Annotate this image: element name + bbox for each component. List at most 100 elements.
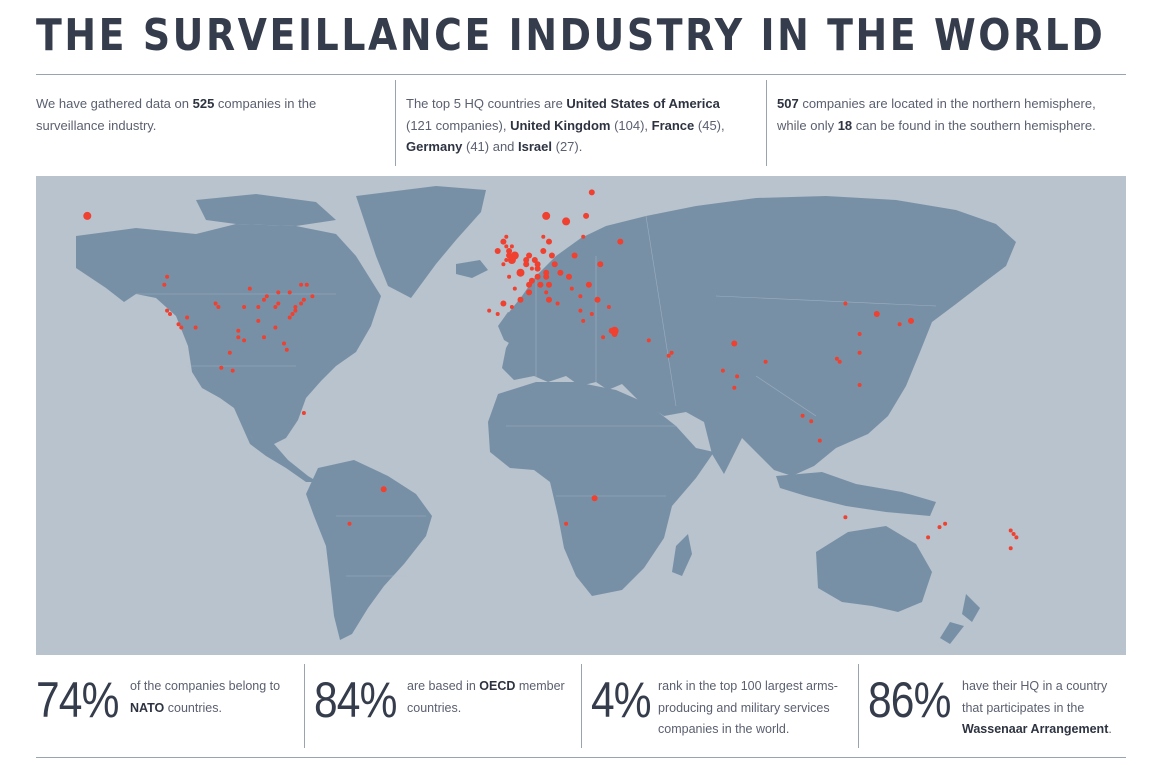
stat-oecd-pre: are based in — [407, 679, 480, 693]
company-marker — [564, 521, 569, 526]
company-marker — [504, 258, 509, 262]
stat-arms-percent: 4% — [591, 672, 652, 728]
company-marker — [168, 312, 172, 316]
company-marker — [583, 212, 590, 219]
company-markers — [83, 189, 1019, 551]
country-uk-count: (104), — [610, 117, 652, 133]
stat-wassenaar: 86% have their HQ in a country that part… — [868, 666, 1126, 748]
country-borders — [136, 215, 937, 577]
company-marker — [526, 281, 533, 288]
country-usa-count: (121 companies), — [406, 117, 511, 133]
company-marker — [262, 297, 266, 302]
company-marker — [517, 296, 524, 303]
title-divider — [36, 74, 1126, 75]
company-marker — [301, 297, 306, 302]
company-marker — [601, 335, 606, 340]
intro-3-post: can be found in the southern hemisphere. — [852, 117, 1096, 133]
country-usa: United States of America — [566, 96, 720, 111]
page-title: THE SURVEILLANCE INDUSTRY IN THE WORLD — [36, 10, 1106, 61]
company-marker — [669, 350, 674, 355]
landmass-greenland — [356, 186, 486, 298]
company-marker — [731, 340, 738, 347]
company-marker — [213, 301, 218, 306]
intro-company-count: We have gathered data on 525 companies i… — [36, 93, 366, 136]
company-marker — [193, 325, 198, 330]
company-marker — [646, 338, 651, 343]
company-marker — [230, 368, 235, 373]
landmass-australia — [816, 526, 932, 612]
stat-nato: 74% of the companies belong to NATO coun… — [36, 666, 296, 748]
company-marker — [256, 305, 261, 309]
company-marker — [216, 305, 221, 309]
company-marker — [611, 331, 618, 337]
company-marker — [843, 301, 848, 306]
company-marker — [589, 312, 594, 316]
company-marker — [304, 282, 309, 287]
company-marker — [897, 322, 902, 327]
company-marker — [247, 286, 252, 291]
world-map — [36, 176, 1126, 655]
company-marker — [817, 438, 822, 443]
company-marker — [943, 521, 948, 526]
company-marker — [546, 281, 552, 288]
company-marker — [588, 189, 595, 196]
company-marker — [287, 315, 292, 320]
company-marker — [543, 269, 550, 276]
country-israel-count: (27). — [552, 139, 583, 154]
company-marker — [585, 281, 592, 288]
company-marker — [273, 305, 278, 309]
stat-oecd-text: are based in OECD member countries. — [407, 676, 567, 719]
company-marker — [569, 286, 574, 291]
company-marker — [509, 305, 514, 309]
landmass-iceland — [456, 260, 488, 278]
company-marker — [937, 525, 942, 530]
company-marker — [506, 252, 513, 259]
landmass-africa — [488, 382, 714, 596]
company-marker — [571, 252, 578, 259]
landmass-japan — [880, 354, 906, 404]
company-marker — [523, 261, 530, 268]
country-france-count: (45), — [694, 117, 725, 133]
company-marker — [562, 217, 571, 226]
landmass-south-america — [306, 460, 432, 640]
company-marker — [185, 315, 190, 320]
company-marker — [236, 335, 241, 340]
landmass-arctic-islands — [196, 194, 336, 226]
company-marker — [597, 261, 604, 268]
stat-arms-text: rank in the top 100 largest arms-produci… — [658, 676, 848, 741]
company-marker — [179, 325, 184, 330]
company-marker — [347, 521, 352, 526]
stat-arms-pre: rank in the top 100 largest arms-produci… — [658, 679, 838, 736]
company-marker — [537, 281, 544, 288]
company-marker — [908, 317, 914, 324]
company-marker — [509, 244, 514, 249]
company-marker — [557, 269, 564, 276]
company-marker — [276, 290, 281, 295]
intro-3-mid: companies are located in the northern he… — [777, 96, 1096, 133]
company-marker — [594, 296, 601, 303]
country-uk: United Kingdom — [510, 117, 611, 133]
company-marker — [526, 252, 533, 259]
company-marker — [494, 248, 501, 254]
company-marker — [857, 383, 862, 387]
company-marker — [581, 234, 586, 239]
stat-wassenaar-post: . — [1108, 722, 1112, 736]
landmass-uk — [498, 312, 522, 346]
intro-1-pre: We have gathered data on — [36, 96, 193, 111]
company-marker — [273, 325, 278, 330]
intro-1-num: 525 — [192, 96, 215, 111]
company-marker — [1008, 546, 1013, 551]
stat-wassenaar-text: have their HQ in a country that particip… — [962, 676, 1126, 741]
stat-oecd-percent: 84% — [314, 672, 397, 728]
company-marker — [310, 294, 315, 299]
stat-wassenaar-bold: Wassenaar Arrangement — [962, 722, 1109, 736]
company-marker — [162, 282, 167, 287]
intro-3-num2: 18 — [837, 117, 853, 133]
landmass-north-america — [76, 224, 381, 444]
company-marker — [843, 515, 848, 520]
company-marker — [720, 368, 725, 373]
stat-nato-percent: 74% — [36, 672, 119, 728]
stat-oecd-post: member countries. — [407, 679, 565, 715]
company-marker — [617, 238, 624, 245]
company-marker — [500, 238, 507, 245]
